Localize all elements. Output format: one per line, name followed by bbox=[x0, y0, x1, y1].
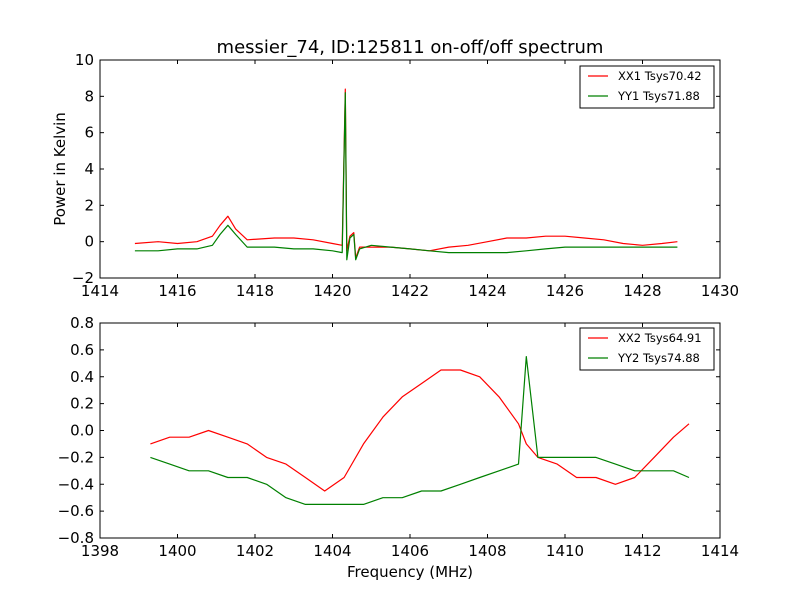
bottom-y-tick-label: 0.6 bbox=[70, 341, 94, 359]
bottom-y-tick-label: −0.2 bbox=[58, 448, 94, 466]
bottom-axis-ticks: 1398 1400 1402 1404 1406 1408 1410 1412 1414 −0.8… bbox=[58, 314, 740, 560]
legend-label-yy2: YY2 Tsys74.88 bbox=[617, 351, 700, 365]
legend-label-yy1: YY1 Tsys71.88 bbox=[617, 89, 700, 103]
top-y-tick-label: 4 bbox=[84, 160, 94, 178]
bottom-y-tick-label: −0.4 bbox=[58, 475, 94, 493]
bottom-y-tick-label: 0.4 bbox=[70, 368, 94, 386]
bottom-spectrum-panel: Frequency (MHz) 1398 1400 1402 1404 1406 1408… bbox=[58, 314, 740, 581]
series-line-yy1 bbox=[134, 92, 678, 261]
top-x-tick-label: 1430 bbox=[701, 282, 739, 300]
top-y-tick-label: 6 bbox=[84, 124, 94, 142]
bottom-legend: XX2 Tsys64.91 YY2 Tsys74.88 bbox=[579, 327, 715, 371]
top-y-tick-label: −2 bbox=[72, 269, 94, 287]
top-x-tick-label: 1426 bbox=[546, 282, 584, 300]
bottom-x-tick-label: 1398 bbox=[81, 542, 119, 560]
chart-title: messier_74, ID:125811 on-off/off spectru… bbox=[217, 37, 604, 58]
top-x-tick-label: 1428 bbox=[623, 282, 661, 300]
top-legend-box bbox=[579, 65, 715, 109]
top-y-tick-label: 10 bbox=[75, 51, 94, 69]
top-spectrum-panel: Power in Kelvin 1414 1416 1418 1420 1422 1424… bbox=[51, 51, 739, 300]
top-series-lines bbox=[134, 88, 678, 261]
top-x-tick-label: 1424 bbox=[468, 282, 506, 300]
bottom-x-tick-label: 1402 bbox=[236, 542, 274, 560]
bottom-series-lines bbox=[150, 356, 690, 505]
bottom-y-tick-label: −0.8 bbox=[58, 529, 94, 547]
top-x-tick-label: 1416 bbox=[158, 282, 196, 300]
bottom-y-tick-label: 0.0 bbox=[70, 422, 94, 440]
top-x-tick-label: 1414 bbox=[81, 282, 119, 300]
bottom-y-tick-label: −0.6 bbox=[58, 502, 94, 520]
top-y-axis-label: Power in Kelvin bbox=[51, 112, 69, 226]
bottom-x-axis-label: Frequency (MHz) bbox=[347, 563, 473, 581]
top-y-tick-label: 2 bbox=[84, 196, 94, 214]
bottom-x-tick-label: 1412 bbox=[623, 542, 661, 560]
top-x-tick-label: 1420 bbox=[313, 282, 351, 300]
top-axis-ticks: 1414 1416 1418 1420 1422 1424 1426 1428 1430 −2 0 2… bbox=[72, 51, 739, 300]
top-x-tick-label: 1418 bbox=[236, 282, 274, 300]
bottom-x-tick-label: 1408 bbox=[468, 542, 506, 560]
bottom-x-tick-label: 1414 bbox=[701, 542, 739, 560]
bottom-x-tick-label: 1400 bbox=[158, 542, 196, 560]
top-legend: XX1 Tsys70.42 YY1 Tsys71.88 bbox=[579, 65, 715, 109]
bottom-legend-box bbox=[579, 327, 715, 371]
top-y-tick-label: 8 bbox=[84, 87, 94, 105]
top-x-tick-label: 1422 bbox=[391, 282, 429, 300]
bottom-x-tick-label: 1410 bbox=[546, 542, 584, 560]
bottom-y-tick-label: 0.2 bbox=[70, 395, 94, 413]
legend-label-xx2: XX2 Tsys64.91 bbox=[618, 331, 702, 345]
series-line-xx2 bbox=[150, 369, 690, 492]
bottom-x-tick-label: 1404 bbox=[313, 542, 351, 560]
series-line-yy2 bbox=[150, 356, 690, 505]
bottom-y-tick-label: 0.8 bbox=[70, 314, 94, 332]
top-y-tick-label: 0 bbox=[84, 233, 94, 251]
legend-label-xx1: XX1 Tsys70.42 bbox=[618, 69, 702, 83]
bottom-x-tick-label: 1406 bbox=[391, 542, 429, 560]
